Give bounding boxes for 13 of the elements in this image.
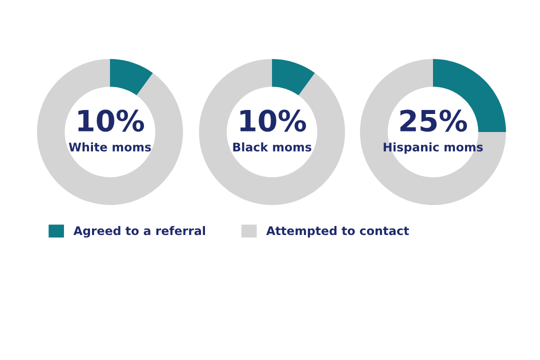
- legend-label: Agreed to a referral: [73, 226, 205, 238]
- legend-label: Attempted to contact: [266, 226, 409, 238]
- text: Black moms: [233, 142, 312, 152]
- donut-slice: [360, 59, 506, 205]
- donut-slice: [37, 59, 183, 205]
- text: White moms: [68, 142, 151, 152]
- donut-slice: [110, 59, 153, 96]
- donut-slice: [272, 59, 315, 96]
- text: Hispanic moms: [384, 142, 483, 154]
- data-label: 10%: [240, 110, 306, 132]
- data-label: 25%: [400, 110, 467, 132]
- donut-slice: [199, 59, 345, 205]
- data-label: 10%: [78, 110, 144, 132]
